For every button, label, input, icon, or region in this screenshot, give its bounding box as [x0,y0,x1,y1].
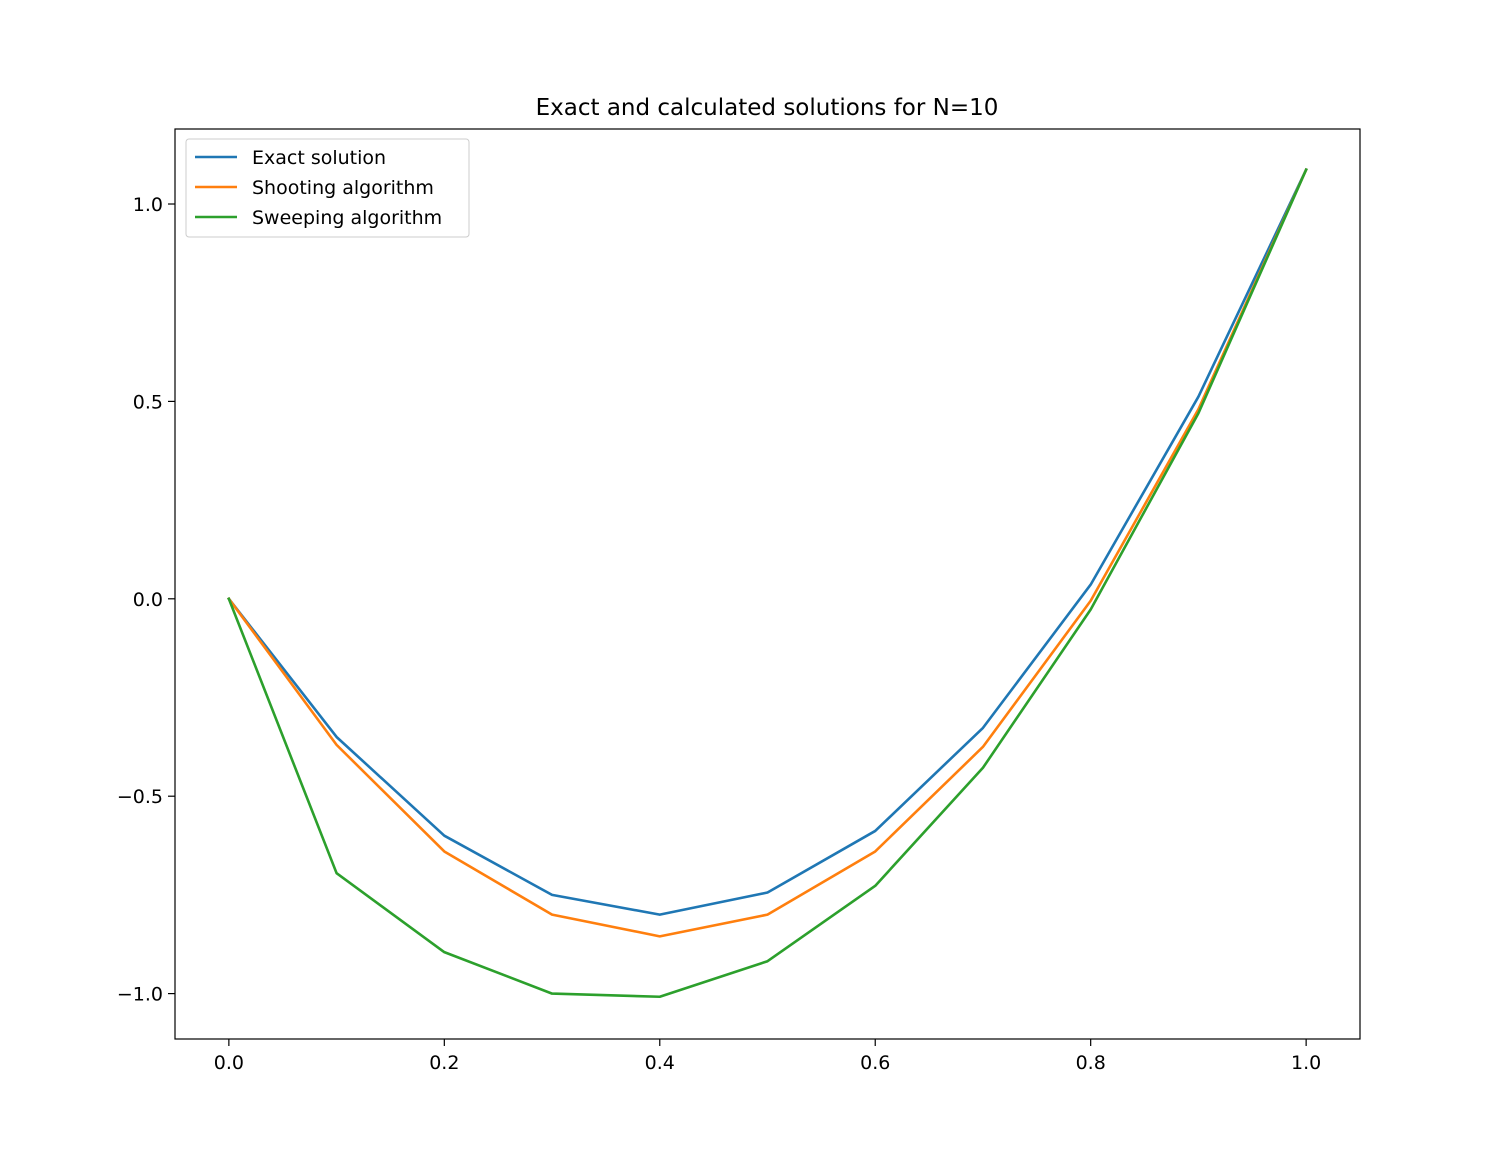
y-tick-label: 0.5 [133,391,163,413]
series-line-1 [227,167,1308,916]
x-tick-label: 0.2 [429,1052,459,1074]
y-tick-label: −1.0 [117,984,163,1006]
y-tick-label: 1.0 [133,194,163,216]
y-tick-label: −0.5 [117,786,163,808]
legend-label: Sweeping algorithm [252,207,442,229]
series-line-3 [227,167,1308,999]
x-tick-label: 0.0 [214,1052,244,1074]
x-tick-label: 1.0 [1291,1052,1321,1074]
x-tick-label: 0.4 [645,1052,675,1074]
legend: Exact solution Shooting algorithm Sweeping… [185,138,470,238]
y-tick-label: 0.0 [133,589,163,611]
x-tick-label: 0.6 [860,1052,890,1074]
chart-title: Exact and calculated solutions for N=10 [536,95,999,121]
series-line-2 [227,167,1308,938]
legend-label: Shooting algorithm [252,177,434,199]
y-axis: −1.0 −0.5 0.0 0.5 1.0 [117,194,175,1006]
x-axis: 0.0 0.2 0.4 0.6 0.8 1.0 [214,1039,1321,1074]
legend-box [185,138,470,238]
legend-label: Exact solution [252,147,386,169]
series-layer [227,167,1308,999]
x-tick-label: 0.8 [1076,1052,1106,1074]
plot-frame [174,128,1361,1040]
